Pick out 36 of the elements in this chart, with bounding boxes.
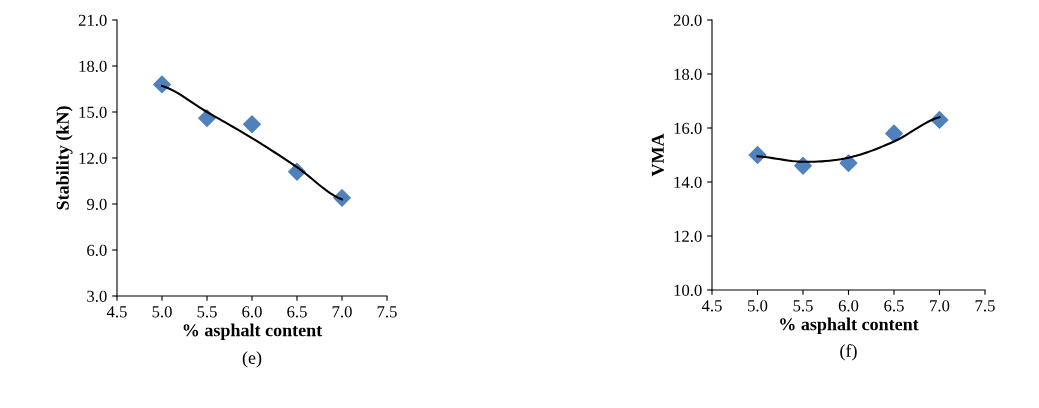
y-tick-label: 10.0 <box>674 284 702 297</box>
y-tick-label: 18.0 <box>674 68 702 81</box>
y-tick-label: 9.0 <box>86 198 107 211</box>
y-tick-label: 14.0 <box>674 176 702 189</box>
point <box>198 109 216 128</box>
y-tick-label: 3.0 <box>87 290 107 303</box>
x-tick-label: 5.5 <box>197 306 217 318</box>
y-tick-label: 12.0 <box>674 230 702 243</box>
y-axis-title: Stability (kN) <box>56 106 73 210</box>
x-tick-label: 4.5 <box>106 306 127 318</box>
point <box>885 124 903 143</box>
x-axis-title: % asphalt content <box>780 317 919 334</box>
y-tick-label: 18.0 <box>79 60 107 73</box>
x-tick-label: 7.5 <box>377 306 397 318</box>
y-tick-label: 16.0 <box>674 122 702 135</box>
text: (f) <box>840 344 857 361</box>
x-tick-label: 7.0 <box>930 300 950 312</box>
x-tick-label: 7.5 <box>975 300 995 312</box>
x-tick-label: 6.5 <box>884 300 904 312</box>
y-tick-label: 15.0 <box>79 106 107 119</box>
x-tick-label: 5.5 <box>793 300 813 312</box>
x-tick-label: 6.0 <box>838 300 859 312</box>
y-tick-label: 21.0 <box>78 14 107 27</box>
y-tick-label: 20.0 <box>673 14 702 27</box>
point <box>243 115 261 134</box>
x-tick-label: 7.0 <box>332 306 352 318</box>
x-tick-label: 6.0 <box>242 306 262 318</box>
x-tick-label: 5.0 <box>748 300 768 312</box>
x-tick-label: 4.5 <box>701 300 722 312</box>
x-tick-label: 5.0 <box>152 306 172 318</box>
x-tick-label: 6.5 <box>287 306 307 318</box>
text: (e) <box>242 351 262 368</box>
y-axis-title: VMA <box>651 133 664 177</box>
y-tick-label: 6.0 <box>87 244 107 257</box>
x-axis-title: % asphalt content <box>183 323 323 340</box>
y-tick-label: 12.0 <box>79 152 107 165</box>
